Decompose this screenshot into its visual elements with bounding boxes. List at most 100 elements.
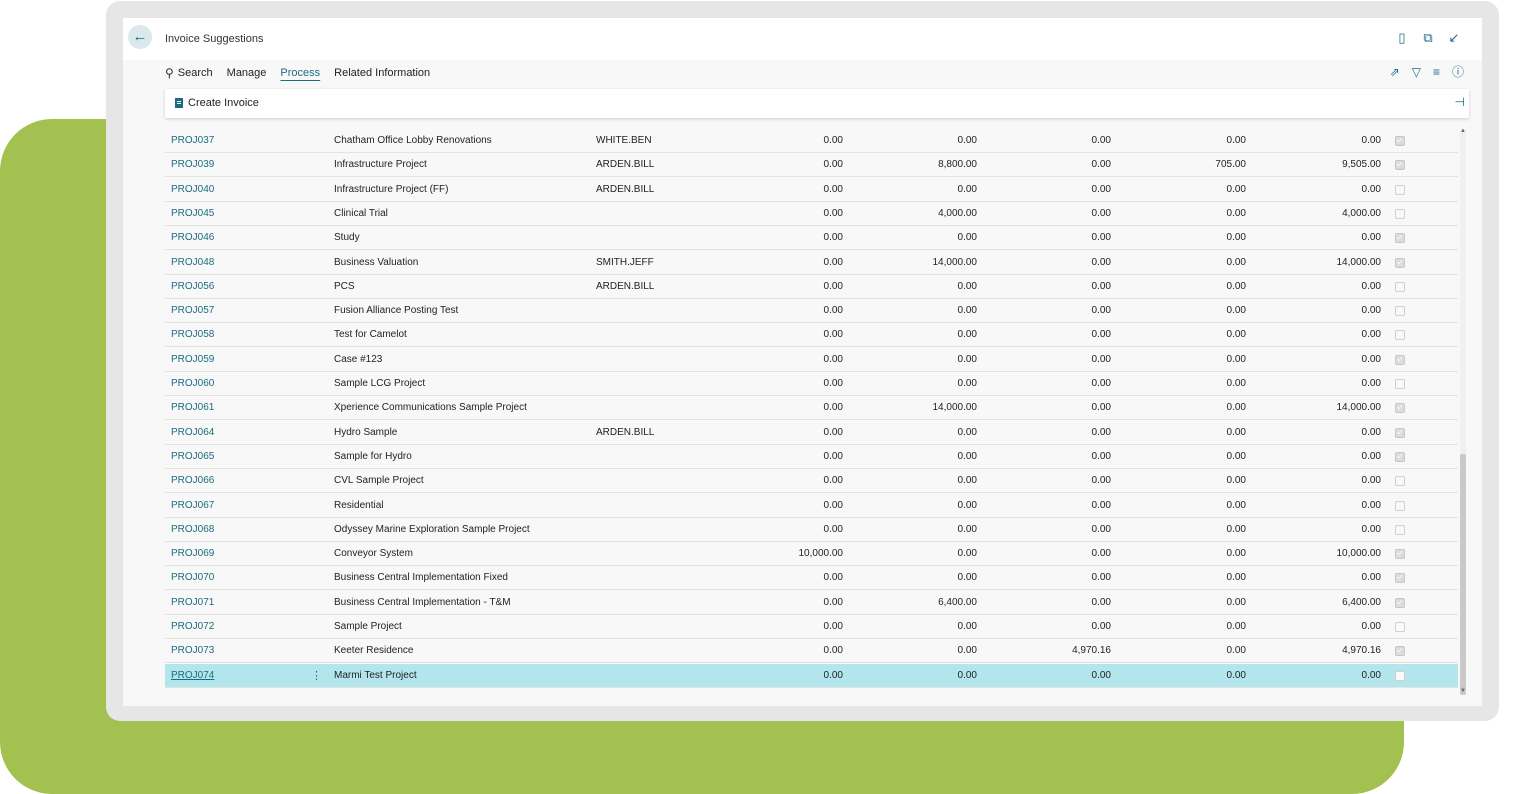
- vertical-scrollbar[interactable]: [1460, 129, 1466, 695]
- table-row[interactable]: PROJ071 Business Central Implementation -…: [165, 591, 1458, 615]
- row-checkbox[interactable]: [1395, 282, 1405, 292]
- table-row[interactable]: PROJ061 Xperience Communications Sample P…: [165, 396, 1458, 420]
- project-number-link[interactable]: PROJ071: [171, 597, 215, 608]
- row-checkbox[interactable]: [1395, 330, 1405, 340]
- table-row[interactable]: PROJ066 CVL Sample Project 0.00 0.00 0.00 0.0…: [165, 469, 1458, 493]
- share-icon[interactable]: ⇗: [1389, 65, 1400, 79]
- pin-icon[interactable]: ⊣: [1454, 95, 1465, 109]
- info-icon[interactable]: ⓘ: [1451, 65, 1464, 79]
- open-in-new-window-icon[interactable]: ⧉: [1423, 30, 1433, 45]
- row-checkbox[interactable]: [1395, 501, 1405, 511]
- create-invoice-button[interactable]: Create Invoice: [175, 97, 259, 109]
- bookmark-icon[interactable]: ▯: [1398, 30, 1406, 45]
- project-number-link[interactable]: PROJ073: [171, 645, 215, 656]
- project-number-link[interactable]: PROJ060: [171, 378, 215, 389]
- row-checkbox[interactable]: [1395, 136, 1405, 146]
- project-number-link[interactable]: PROJ068: [171, 524, 215, 535]
- amount-cell: 0.00: [1091, 572, 1111, 583]
- amount-cell: 0.00: [957, 475, 977, 486]
- scroll-down-arrow-icon[interactable]: ▼: [1460, 688, 1466, 694]
- table-row[interactable]: PROJ045 Clinical Trial 0.00 4,000.00 0.00 0.0…: [165, 202, 1458, 226]
- amount-cell: 0.00: [1091, 427, 1111, 438]
- row-checkbox[interactable]: [1395, 428, 1405, 438]
- row-checkbox[interactable]: [1395, 476, 1405, 486]
- table-row[interactable]: PROJ048 Business Valuation SMITH.JEFF 0.00 1…: [165, 251, 1458, 275]
- project-number-link[interactable]: PROJ072: [171, 621, 215, 632]
- project-number-link[interactable]: PROJ059: [171, 354, 215, 365]
- row-checkbox[interactable]: [1395, 258, 1405, 268]
- project-number-link[interactable]: PROJ039: [171, 159, 215, 170]
- table-row[interactable]: PROJ074 Marmi Test Project 0.00 0.00 0.00 0.0…: [165, 664, 1458, 688]
- collapse-icon[interactable]: ↙: [1448, 30, 1460, 45]
- manage-tab[interactable]: Manage: [226, 67, 267, 79]
- table-row[interactable]: PROJ058 Test for Camelot 0.00 0.00 0.00 0.00 0…: [165, 323, 1458, 347]
- related-information-tab[interactable]: Related Information: [334, 67, 431, 79]
- row-checkbox[interactable]: [1395, 355, 1405, 365]
- project-number-link[interactable]: PROJ040: [171, 184, 215, 195]
- row-checkbox[interactable]: [1395, 573, 1405, 583]
- amount-cell: 0.00: [823, 500, 843, 511]
- table-row[interactable]: PROJ070 Business Central Implementation F…: [165, 566, 1458, 590]
- table-row[interactable]: PROJ039 Infrastructure Project ARDEN.BILL 0…: [165, 153, 1458, 177]
- row-checkbox[interactable]: [1395, 233, 1405, 243]
- row-checkbox[interactable]: [1395, 598, 1405, 608]
- project-number-link[interactable]: PROJ061: [171, 402, 215, 413]
- project-number-link[interactable]: PROJ070: [171, 572, 215, 583]
- row-checkbox[interactable]: [1395, 185, 1405, 195]
- table-row[interactable]: PROJ037 Chatham Office Lobby Renovations W…: [165, 129, 1458, 153]
- action-bar: ⚲ Search Manage Process Related Informat…: [165, 66, 444, 80]
- table-row[interactable]: PROJ057 Fusion Alliance Posting Test 0.00 0…: [165, 299, 1458, 323]
- row-checkbox[interactable]: [1395, 160, 1405, 170]
- row-checkbox[interactable]: [1395, 671, 1405, 681]
- project-number-link[interactable]: PROJ064: [171, 427, 215, 438]
- table-row[interactable]: PROJ060 Sample LCG Project 0.00 0.00 0.00 0.0…: [165, 372, 1458, 396]
- table-row[interactable]: PROJ072 Sample Project 0.00 0.00 0.00 0.00 0.0…: [165, 615, 1458, 639]
- row-checkbox[interactable]: [1395, 306, 1405, 316]
- project-number-link[interactable]: PROJ046: [171, 232, 215, 243]
- project-number-link[interactable]: PROJ057: [171, 305, 215, 316]
- amount-cell: 0.00: [823, 427, 843, 438]
- table-row[interactable]: PROJ059 Case #123 0.00 0.00 0.00 0.00 0.00: [165, 348, 1458, 372]
- filter-icon[interactable]: ▽: [1411, 65, 1421, 79]
- project-number-link[interactable]: PROJ066: [171, 475, 215, 486]
- row-checkbox[interactable]: [1395, 549, 1405, 559]
- table-row[interactable]: PROJ068 Odyssey Marine Exploration Sample…: [165, 518, 1458, 542]
- table-row[interactable]: PROJ040 Infrastructure Project (FF) ARDEN.…: [165, 178, 1458, 202]
- table-row[interactable]: PROJ046 Study 0.00 0.00 0.00 0.00 0.00: [165, 226, 1458, 250]
- scroll-up-arrow-icon[interactable]: ▲: [1460, 128, 1466, 134]
- project-number-link[interactable]: PROJ069: [171, 548, 215, 559]
- table-row[interactable]: PROJ073 Keeter Residence 0.00 0.00 4,970.16 0…: [165, 639, 1458, 663]
- project-number-link[interactable]: PROJ067: [171, 500, 215, 511]
- row-checkbox[interactable]: [1395, 525, 1405, 535]
- row-checkbox[interactable]: [1395, 646, 1405, 656]
- row-actions-icon[interactable]: ⋮: [311, 670, 322, 682]
- amount-cell: 0.00: [823, 378, 843, 389]
- row-checkbox[interactable]: [1395, 379, 1405, 389]
- amount-cell: 0.00: [1226, 305, 1246, 316]
- project-number-link[interactable]: PROJ058: [171, 329, 215, 340]
- row-checkbox[interactable]: [1395, 209, 1405, 219]
- row-checkbox[interactable]: [1395, 622, 1405, 632]
- amount-cell: 0.00: [823, 329, 843, 340]
- table-row[interactable]: PROJ067 Residential 0.00 0.00 0.00 0.00 0.00: [165, 494, 1458, 518]
- total-amount-cell: 0.00: [1361, 524, 1381, 535]
- row-checkbox[interactable]: [1395, 452, 1405, 462]
- back-arrow-icon[interactable]: ←: [128, 25, 152, 49]
- amount-cell: 0.00: [957, 548, 977, 559]
- scrollbar-thumb[interactable]: [1460, 454, 1466, 695]
- project-number-link[interactable]: PROJ065: [171, 451, 215, 462]
- row-checkbox[interactable]: [1395, 403, 1405, 413]
- table-row[interactable]: PROJ069 Conveyor System 10,000.00 0.00 0.00 0…: [165, 542, 1458, 566]
- project-number-link[interactable]: PROJ056: [171, 281, 215, 292]
- table-row[interactable]: PROJ056 PCS ARDEN.BILL 0.00 0.00 0.00 0.00 0.00: [165, 275, 1458, 299]
- project-number-link[interactable]: PROJ045: [171, 208, 215, 219]
- table-row[interactable]: PROJ064 Hydro Sample ARDEN.BILL 0.00 0.00 0.0…: [165, 421, 1458, 445]
- project-number-link[interactable]: PROJ037: [171, 135, 215, 146]
- process-tab[interactable]: Process: [280, 67, 321, 79]
- project-number-link[interactable]: PROJ048: [171, 257, 215, 268]
- project-number-link[interactable]: PROJ074: [171, 670, 215, 681]
- list-view-icon[interactable]: ≡: [1432, 65, 1440, 79]
- table-row[interactable]: PROJ065 Sample for Hydro 0.00 0.00 0.00 0.00 0…: [165, 445, 1458, 469]
- amount-cell: 14,000.00: [932, 257, 978, 268]
- search-button[interactable]: ⚲ Search: [165, 66, 213, 80]
